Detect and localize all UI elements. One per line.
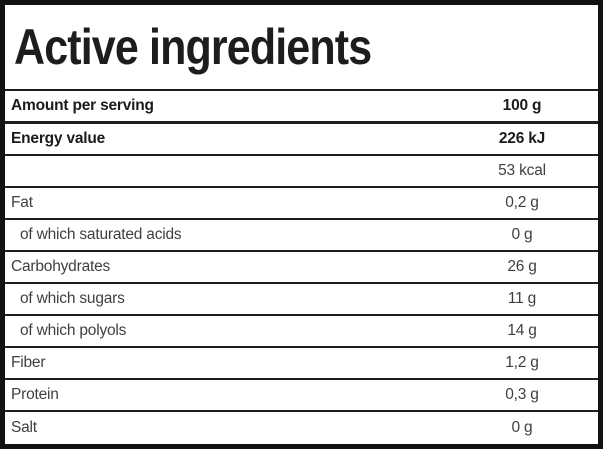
row-value: 0 g xyxy=(511,226,533,243)
row-label: Salt xyxy=(11,419,37,436)
row-label: Amount per serving xyxy=(11,97,154,114)
row-label: Protein xyxy=(11,386,59,403)
row-label: of which sugars xyxy=(20,290,125,307)
row-value: 226 kJ xyxy=(498,130,546,147)
row-value: 0,3 g xyxy=(505,386,539,403)
row-value: 11 g xyxy=(507,290,537,307)
row-energy-value-kj: Energy value 226 kJ xyxy=(5,124,598,156)
table-title-row: Active ingredients xyxy=(5,5,598,91)
row-sugars: of which sugars 11 g xyxy=(5,284,598,316)
row-label: Energy value xyxy=(11,130,106,147)
row-value: 100 g xyxy=(502,97,542,114)
row-saturated-acids: of which saturated acids 0 g xyxy=(5,220,598,252)
row-value: 14 g xyxy=(507,322,537,339)
page-title: Active ingredients xyxy=(14,19,372,75)
row-label: Carbohydrates xyxy=(11,258,111,275)
row-value: 0,2 g xyxy=(505,194,539,211)
row-label: Fiber xyxy=(11,354,46,371)
row-value: 0 g xyxy=(511,419,533,436)
row-energy-value-kcal: 53 kcal xyxy=(5,156,598,188)
row-carbohydrates: Carbohydrates 26 g xyxy=(5,252,598,284)
row-protein: Protein 0,3 g xyxy=(5,380,598,412)
row-label: Fat xyxy=(11,194,33,211)
row-salt: Salt 0 g xyxy=(5,412,598,444)
row-polyols: of which polyols 14 g xyxy=(5,316,598,348)
row-value: 1,2 g xyxy=(505,354,539,371)
row-fiber: Fiber 1,2 g xyxy=(5,348,598,380)
row-fat: Fat 0,2 g xyxy=(5,188,598,220)
row-amount-per-serving: Amount per serving 100 g xyxy=(5,91,598,124)
row-value: 53 kcal xyxy=(498,162,546,179)
row-label: of which polyols xyxy=(20,322,127,339)
row-label: of which saturated acids xyxy=(20,226,182,243)
row-value: 26 g xyxy=(507,258,537,275)
